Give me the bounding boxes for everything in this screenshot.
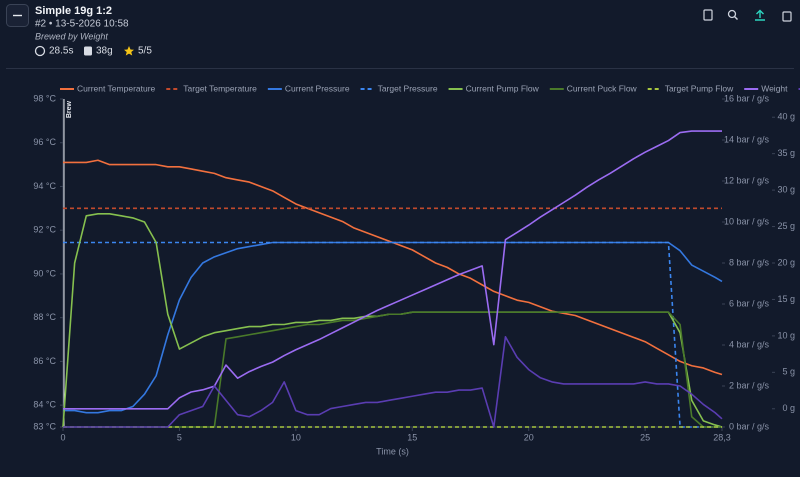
legend-label: Current Pump Flow (466, 83, 540, 93)
y3-tick-label: 5 g (782, 367, 795, 377)
series-line (63, 336, 723, 428)
x-tick-label: 5 (177, 432, 182, 442)
y-tick-label: 83 °C (33, 421, 56, 431)
y-tick-label: 96 °C (33, 137, 56, 147)
rating: 5/5 (138, 46, 152, 57)
annotation: Brew (66, 100, 73, 118)
y3-tick-label: 40 g (777, 112, 795, 122)
series-line (63, 159, 723, 376)
duration: 28.5s (49, 46, 73, 57)
x-tick-label: 20 (524, 432, 534, 442)
y2-tick-label: 14 bar / g/s (724, 134, 770, 144)
series-line (63, 130, 722, 410)
y2-tick-label: 6 bar / g/s (729, 298, 770, 308)
y2-tick-label: 8 bar / g/s (729, 257, 770, 267)
x-tick-label: 28,3 (713, 432, 731, 442)
y2-tick-label: 10 bar / g/s (724, 216, 770, 226)
y3-tick-label: 10 g (777, 330, 795, 340)
y3-tick-label: 25 g (777, 221, 795, 231)
y3-tick-label: 30 g (777, 184, 795, 194)
star-icon (124, 46, 134, 56)
y3-tick-label: 35 g (777, 148, 795, 158)
x-tick-label: 10 (291, 432, 301, 442)
subtitle: #2 • 13-5-2026 10:58 (35, 19, 129, 30)
zoom-button[interactable] (727, 9, 737, 19)
y3-tick-label: 20 g (777, 257, 795, 267)
legend-label: Current Pressure (285, 83, 350, 93)
y2-tick-label: 12 bar / g/s (724, 175, 770, 185)
y2-tick-label: 0 bar / g/s (729, 421, 770, 431)
legend-label: Weight (761, 83, 788, 93)
y-tick-label: 90 °C (33, 268, 56, 278)
x-tick-label: 25 (640, 432, 650, 442)
y-tick-label: 94 °C (33, 181, 56, 191)
x-tick-label: 15 (407, 432, 417, 442)
y2-tick-label: 2 bar / g/s (729, 380, 770, 390)
clock-icon (34, 45, 46, 57)
weight: 38g (96, 46, 113, 57)
y-tick-label: 92 °C (33, 225, 56, 235)
method: Brewed by Weight (35, 31, 108, 41)
zoom-handle (734, 16, 738, 20)
y3-tick-label: 0 g (782, 403, 795, 413)
y-tick-label: 86 °C (33, 356, 56, 366)
y-tick-label: 88 °C (33, 312, 56, 322)
delete-button[interactable] (782, 11, 792, 22)
y-tick-label: 84 °C (33, 400, 56, 410)
x-axis-label: Time (s) (376, 446, 409, 456)
legend-label: Current Temperature (77, 83, 156, 93)
scale-icon (84, 46, 92, 56)
y-tick-label: 98 °C (33, 93, 56, 103)
export-button[interactable] (703, 9, 713, 21)
legend-label: Current Puck Flow (567, 83, 638, 93)
upload-button[interactable] (755, 9, 765, 21)
y3-tick-label: 15 g (777, 294, 795, 304)
legend-label: Target Temperature (183, 83, 257, 93)
title: Simple 19g 1:2 (35, 5, 112, 17)
y2-tick-label: 4 bar / g/s (729, 339, 770, 349)
series-line (63, 311, 722, 428)
series-line (63, 241, 722, 428)
x-tick-label: 0 (60, 432, 65, 442)
y2-tick-label: 16 bar / g/s (724, 93, 770, 103)
legend-label: Target Pump Flow (665, 83, 734, 93)
legend-label: Target Pressure (378, 83, 438, 93)
